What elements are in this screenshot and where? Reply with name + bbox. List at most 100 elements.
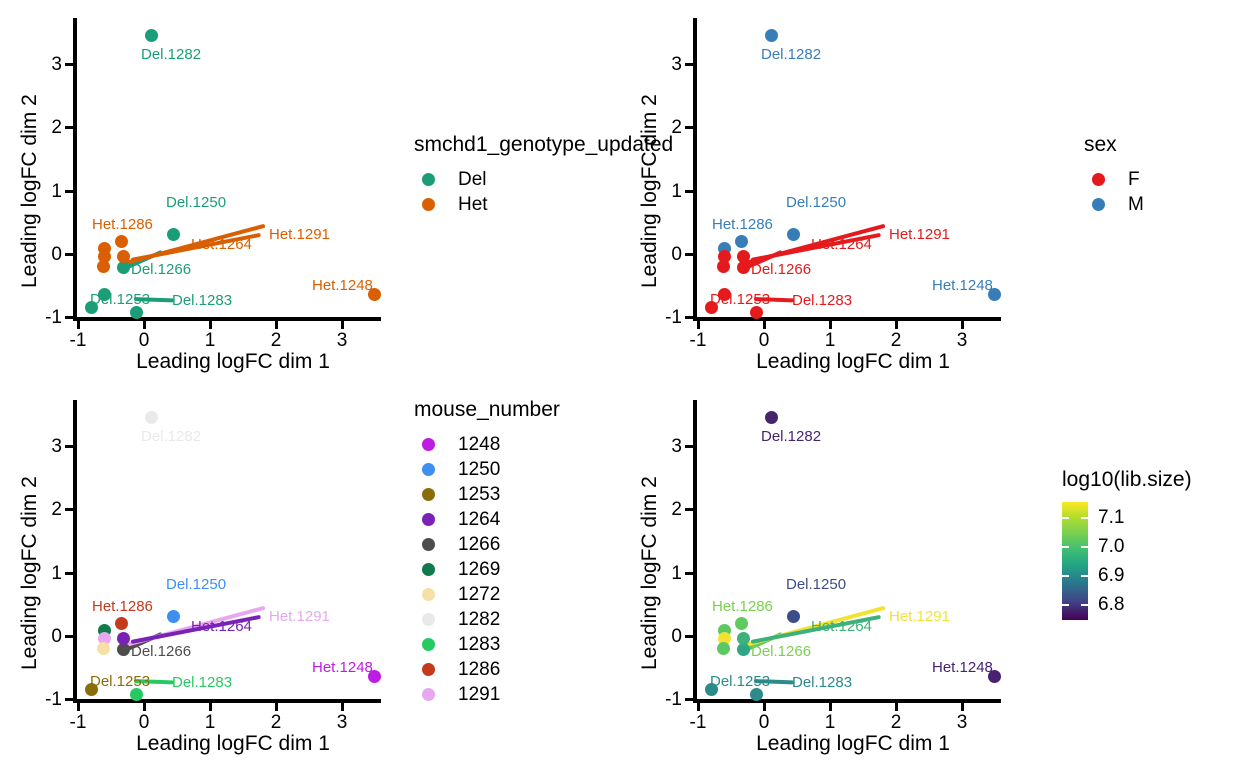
data-point[interactable] — [166, 609, 180, 623]
data-point[interactable] — [749, 305, 763, 319]
data-point[interactable] — [129, 687, 143, 701]
data-point[interactable] — [84, 682, 98, 696]
point-label: Del.1266 — [131, 261, 192, 278]
x-tick-label: 3 — [956, 712, 968, 733]
legend-item-het[interactable]: Het — [414, 192, 673, 217]
legend-item-1282[interactable]: 1282 — [414, 607, 560, 632]
data-point[interactable] — [717, 631, 731, 645]
point-label: Het.1291 — [269, 608, 330, 625]
legend-item-label: 1272 — [458, 583, 501, 605]
y-tick — [65, 508, 73, 511]
data-point[interactable] — [84, 300, 98, 314]
data-point[interactable] — [736, 260, 750, 274]
point-label: Het.1291 — [889, 226, 950, 243]
legend-item-1283[interactable]: 1283 — [414, 632, 560, 657]
y-tick — [685, 126, 693, 129]
data-point[interactable] — [97, 631, 111, 645]
point-label: Del.1282 — [141, 46, 202, 63]
legend-item-1291[interactable]: 1291 — [414, 682, 560, 707]
point-label: Het.1286 — [92, 216, 153, 233]
legend-sex: sex F M — [1084, 133, 1144, 217]
y-tick — [685, 253, 693, 256]
data-point[interactable] — [749, 687, 763, 701]
data-point[interactable] — [97, 241, 111, 255]
legend-item-label: M — [1128, 193, 1144, 215]
data-point[interactable] — [116, 631, 130, 645]
legend-item-1264[interactable]: 1264 — [414, 507, 560, 532]
legend-item-1272[interactable]: 1272 — [414, 582, 560, 607]
data-point[interactable] — [116, 642, 130, 656]
y-tick — [685, 63, 693, 66]
data-point[interactable] — [764, 28, 778, 42]
data-point[interactable] — [716, 259, 730, 273]
y-tick-label: 2 — [671, 117, 682, 138]
colorbar-tick-label: 6.9 — [1098, 565, 1125, 586]
data-point[interactable] — [717, 249, 731, 263]
data-point[interactable] — [97, 287, 111, 301]
y-tick — [685, 635, 693, 638]
point-label: Het.1248 — [932, 277, 993, 294]
x-tick-label: 3 — [336, 330, 348, 351]
x-tick — [341, 703, 344, 711]
legend-swatch-icon — [414, 563, 442, 576]
legend-item-label: 1264 — [458, 508, 501, 530]
data-point[interactable] — [704, 300, 718, 314]
data-point[interactable] — [96, 259, 110, 273]
point-label: Het.1264 — [191, 236, 252, 253]
data-point[interactable] — [717, 287, 731, 301]
point-label: Het.1248 — [312, 659, 373, 676]
legend-swatch-icon — [414, 688, 442, 701]
data-point[interactable] — [734, 234, 748, 248]
data-point[interactable] — [987, 669, 1001, 683]
data-point[interactable] — [367, 287, 381, 301]
data-point[interactable] — [716, 641, 730, 655]
x-tick — [77, 703, 80, 711]
data-point[interactable] — [166, 227, 180, 241]
data-point[interactable] — [704, 682, 718, 696]
legend-item-1248[interactable]: 1248 — [414, 432, 560, 457]
legend-item-del[interactable]: Del — [414, 167, 673, 192]
data-point[interactable] — [144, 28, 158, 42]
data-point[interactable] — [367, 669, 381, 683]
x-tick-label: -1 — [689, 712, 707, 733]
legend-item-1253[interactable]: 1253 — [414, 482, 560, 507]
data-point[interactable] — [129, 305, 143, 319]
data-point[interactable] — [96, 641, 110, 655]
legend-item-label: 1248 — [458, 433, 501, 455]
x-tick-label: -1 — [69, 712, 87, 733]
data-point[interactable] — [736, 249, 750, 263]
point-label: Del.1266 — [751, 643, 812, 660]
data-point[interactable] — [764, 410, 778, 424]
data-point[interactable] — [786, 609, 800, 623]
legend-item-1269[interactable]: 1269 — [414, 557, 560, 582]
y-tick — [65, 190, 73, 193]
point-label: Del.1283 — [172, 674, 233, 691]
data-point[interactable] — [987, 287, 1001, 301]
y-tick — [685, 445, 693, 448]
point-label: Del.1253 — [90, 673, 151, 690]
data-point[interactable] — [734, 616, 748, 630]
data-point[interactable] — [114, 616, 128, 630]
colorbar-tick — [1062, 546, 1069, 548]
legend-genotype-title: smchd1_genotype_updated — [414, 133, 674, 156]
point-label: Del.1282 — [761, 46, 822, 63]
data-point[interactable] — [786, 227, 800, 241]
data-point[interactable] — [114, 234, 128, 248]
panel-lib-size: Leading logFC dim 2 3 2 1 0 -1 -1 0 1 2 … — [620, 382, 1040, 768]
data-point[interactable] — [736, 631, 750, 645]
legend-swatch-icon — [414, 198, 442, 211]
legend-item-m[interactable]: M — [1084, 192, 1144, 217]
data-point[interactable] — [144, 410, 158, 424]
legend-item-1286[interactable]: 1286 — [414, 657, 560, 682]
legend-lib-size-title: log10(lib.size) — [1062, 468, 1192, 491]
data-point[interactable] — [116, 260, 130, 274]
data-point[interactable] — [736, 642, 750, 656]
data-point[interactable] — [116, 249, 130, 263]
panel-sex: Leading logFC dim 2 3 2 1 0 -1 -1 0 1 2 … — [620, 0, 1040, 373]
colorbar-tick — [1062, 575, 1069, 577]
legend-item-1250[interactable]: 1250 — [414, 457, 560, 482]
legend-item-f[interactable]: F — [1084, 167, 1144, 192]
legend-item-1266[interactable]: 1266 — [414, 532, 560, 557]
point-label: Del.1283 — [792, 674, 853, 691]
x-tick — [763, 321, 766, 329]
